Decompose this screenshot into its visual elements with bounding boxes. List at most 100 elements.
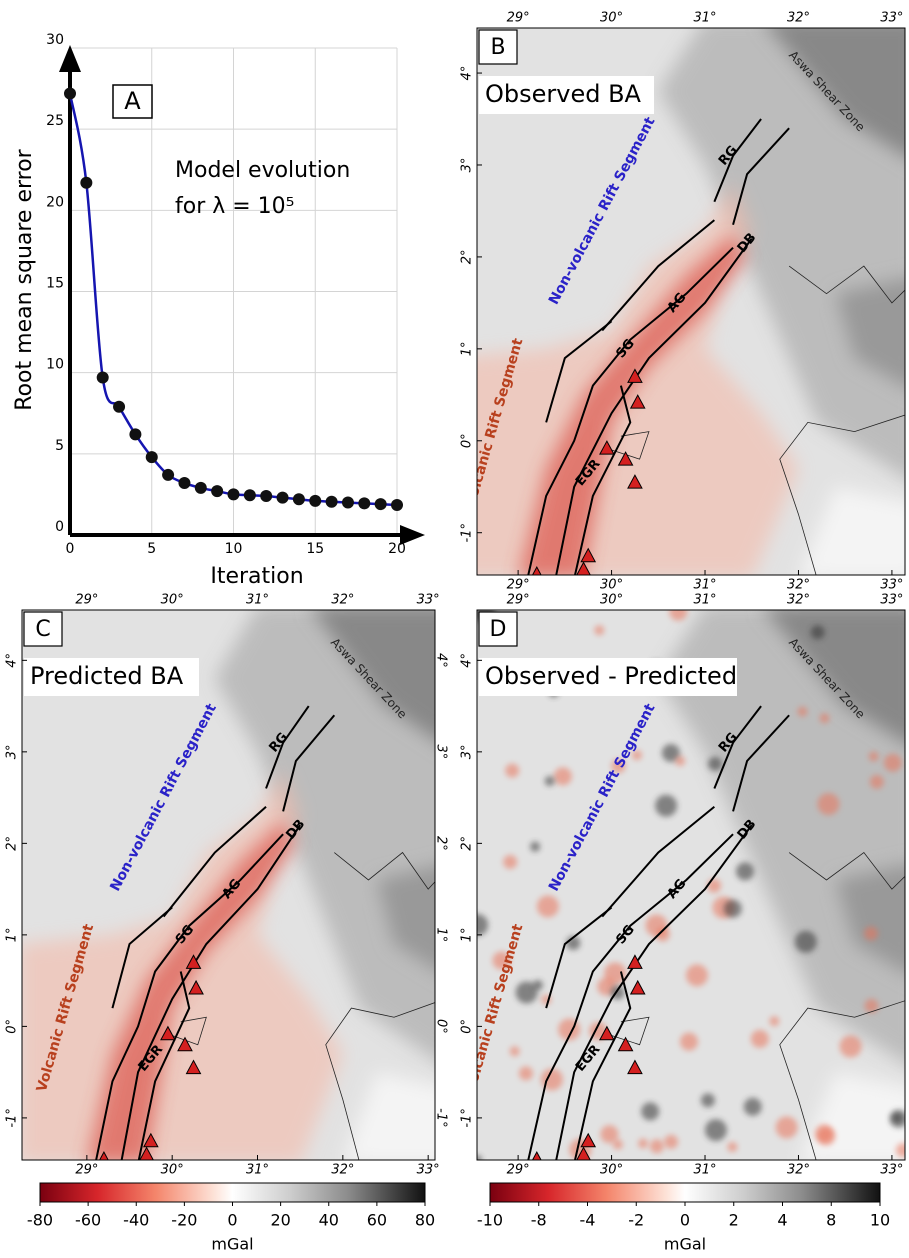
x-tick-label: 20 [388,541,406,557]
lat-label: 1° [460,927,475,942]
lon-label: 29° [507,11,530,26]
marker [374,498,387,511]
lat-label: 3° [460,158,475,173]
fault [265,705,310,789]
marker [113,400,126,413]
line [68,93,398,507]
volcano [627,474,643,489]
volcano [139,1146,154,1160]
lat-label: 2° [460,836,475,851]
residual-blob [641,1102,660,1121]
fault [713,118,762,203]
fault [545,906,613,1009]
map-title: Predicted BA [30,662,184,690]
lon-label: 30° [600,11,623,26]
map-title: Observed BA [485,80,642,108]
colorbar-tick-label: 60 [367,1211,387,1230]
residual-blob [509,1046,520,1057]
lat-label: 3° [5,744,20,759]
colorbar-tick-label: -60 [75,1211,101,1230]
lat-label: 0° [460,433,475,448]
volcano [599,440,615,455]
volcano [627,1059,643,1075]
coastline [779,1000,905,1160]
fault [545,320,613,423]
marker [178,477,191,490]
volcano [580,1132,597,1148]
residual-blob [530,841,541,852]
volcano [599,1025,615,1041]
gravity-high [658,28,905,478]
lon-label: 33° [880,593,903,608]
fault [95,833,284,1160]
lat-label: 0° [460,1019,475,1034]
volcano [576,1146,591,1160]
y-tick-label: 30 [46,32,64,48]
map-frame [476,27,906,576]
map-title: Observed - Predicted [485,662,737,690]
marker [243,489,256,502]
residual-blob [649,1139,664,1154]
residual-blob [775,1116,798,1139]
residual-blob [503,854,518,869]
lon-label: 31° [246,593,269,608]
lat-label: 3° [460,744,475,759]
colorbar-tick-label: -4 [580,1211,596,1230]
colorbar-tick-label: 2 [729,1211,739,1230]
coastline [334,851,435,890]
lat-label: 1° [434,927,449,942]
volcano [160,1025,176,1041]
gravity-high [312,610,435,740]
volcano [580,547,597,563]
gravity-high [835,278,905,387]
residual-blob [669,610,688,621]
lon-label: 31° [693,593,716,608]
title-box [24,658,199,696]
residual-blob [664,1134,679,1149]
gravity-high [376,866,435,970]
x-axis-label: Iteration [210,564,303,589]
lon-label: 29° [75,1163,98,1178]
residual-blob [655,794,678,817]
residual-blob [723,899,742,918]
gravity-high [214,610,435,1060]
y-tick-label: 25 [46,113,64,129]
lon-label: 31° [693,1163,716,1178]
colorbar-tick-label: 80 [415,1211,435,1230]
marker [194,481,207,494]
residual-blob [600,1125,619,1144]
panel-label-box [23,611,63,647]
residual-blob [883,753,902,772]
y-tick-label: 0 [55,519,64,535]
lat-label: 4° [460,653,475,668]
residual-blob [477,1155,482,1160]
gravity-high [835,864,905,973]
volcano [188,979,204,995]
fault [732,127,790,226]
lon-label: 30° [161,593,184,608]
volcano [617,1036,634,1052]
volcano [627,368,643,383]
marker [227,488,240,501]
residual-blob [661,743,680,762]
residual-blob [707,878,722,893]
residual-blob [594,625,605,636]
marker [80,176,93,189]
annotation: for λ = 10⁵ [175,194,295,219]
volcano [627,954,643,969]
lon-label: 31° [246,1163,269,1178]
panel-label: A [124,87,141,115]
panel-label: B [490,35,505,60]
lon-label: 33° [417,1163,440,1178]
lon-label: 33° [880,11,903,26]
marker [309,494,322,507]
lat-label: 1° [5,927,20,942]
residual-blob [477,913,489,936]
lon-label: 31° [693,11,716,26]
gravity-low-core [87,820,296,1160]
lon-label: 29° [75,593,98,608]
marker [325,495,338,508]
lat-label: 2° [5,836,20,851]
map-frame [21,609,436,1161]
